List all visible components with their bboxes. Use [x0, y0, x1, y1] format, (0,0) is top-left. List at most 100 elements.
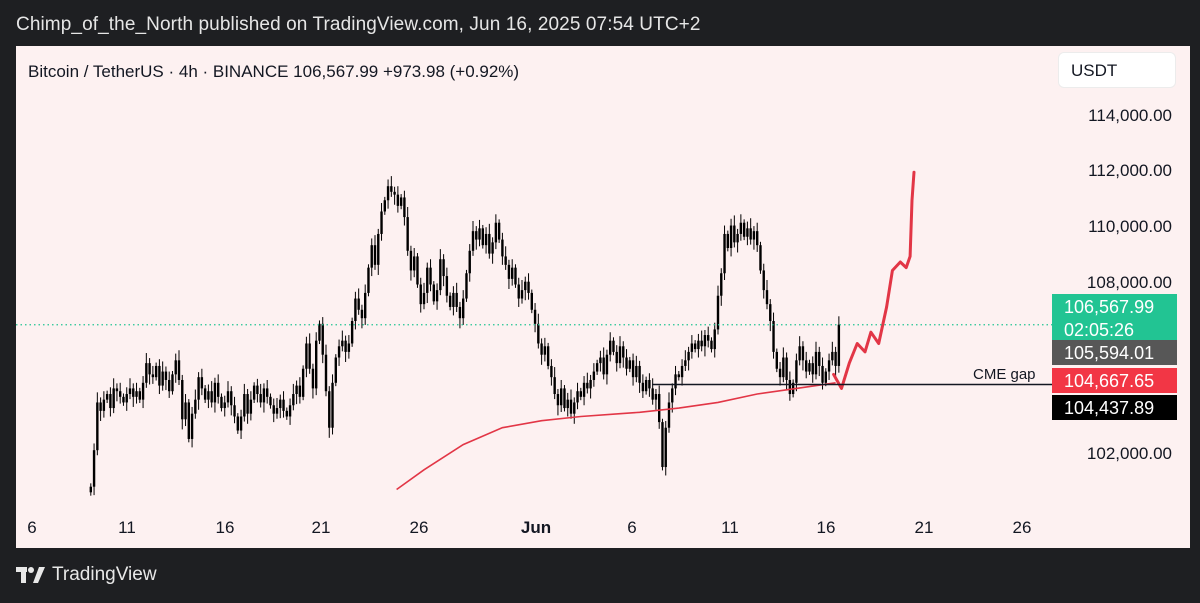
date-tick: 26: [1012, 518, 1032, 537]
candle-body: [543, 346, 547, 355]
price-tick: 114,000.00: [1088, 106, 1172, 125]
candle-body: [560, 388, 563, 406]
candle-body: [360, 309, 364, 319]
candle-body: [171, 374, 174, 392]
candle-body: [226, 391, 230, 403]
candle-body: [259, 394, 262, 403]
candle-body: [517, 284, 520, 299]
candle-body: [145, 363, 148, 383]
candle-body: [158, 365, 161, 386]
candle-body: [328, 391, 331, 428]
candle-body: [448, 295, 452, 307]
candle-body: [390, 186, 393, 192]
candle-body: [403, 197, 406, 218]
chart-panel[interactable]: Bitcoin / TetherUS · 4h · BINANCE 106,56…: [16, 46, 1190, 548]
candle-body: [576, 391, 579, 403]
candle-body: [788, 379, 792, 395]
candle-body: [288, 405, 292, 417]
candle-body: [720, 273, 723, 296]
candle-body: [742, 222, 746, 237]
candle-body: [713, 329, 716, 350]
candle-body: [383, 200, 386, 212]
date-tick: 6: [627, 518, 637, 537]
price-tick: 102,000.00: [1086, 444, 1172, 463]
candle-body: [236, 416, 239, 431]
candle-body: [752, 231, 756, 240]
candle-body: [690, 343, 694, 352]
candle-body: [527, 281, 530, 293]
candle-body: [716, 295, 720, 330]
candle-body: [602, 357, 605, 375]
candle-body: [377, 233, 380, 265]
candle-body: [501, 239, 504, 257]
candle-body: [707, 335, 710, 341]
date-tick: 11: [118, 518, 136, 537]
candle-body: [582, 382, 586, 397]
last-price-value: 106,567.99: [1064, 297, 1155, 317]
candle-body: [442, 259, 445, 277]
price-tag-gray: 105,594.01: [1052, 340, 1177, 365]
candle-body: [697, 340, 700, 350]
candle-body: [413, 256, 416, 271]
candle-body: [220, 396, 223, 409]
candle-body: [837, 324, 841, 366]
candle-body: [194, 399, 197, 414]
candle-body: [92, 450, 96, 487]
candle-body: [315, 340, 318, 389]
candle-body: [729, 225, 733, 248]
candle-body: [279, 399, 282, 409]
candle-body: [475, 231, 478, 240]
date-tick: 21: [311, 518, 331, 537]
tradingview-logo-icon: [16, 567, 45, 583]
candle-body: [520, 290, 524, 299]
candle-body: [386, 186, 390, 201]
candle-body: [644, 379, 648, 392]
candle-body: [654, 394, 658, 400]
candle-body: [364, 292, 367, 319]
candle-body: [667, 402, 671, 428]
candle-body: [266, 388, 269, 397]
candle-body: [246, 394, 249, 414]
candle-body: [762, 270, 765, 291]
currency-button[interactable]: USDT: [1058, 52, 1176, 88]
candle-body: [141, 382, 145, 400]
price-chart[interactable]: [16, 46, 1190, 548]
candle-body: [605, 354, 609, 375]
candle-body: [429, 267, 432, 285]
candle-body: [367, 267, 370, 293]
candle-body: [301, 368, 305, 397]
candle-body: [553, 377, 556, 395]
candle-body: [269, 396, 272, 406]
price-tick: 112,000.00: [1088, 161, 1172, 180]
candle-body: [282, 399, 285, 411]
candle-body: [533, 309, 537, 324]
candle-body: [749, 228, 752, 240]
candle-body: [272, 405, 275, 414]
candle-body: [324, 354, 328, 392]
candle-body: [631, 360, 635, 378]
candle-body: [507, 264, 511, 279]
candle-body: [210, 391, 213, 403]
candle-body: [243, 394, 246, 417]
footer-brand[interactable]: TradingView: [16, 564, 157, 586]
date-tick: 21: [914, 518, 934, 537]
publication-line: Chimp_of_the_North published on TradingV…: [16, 14, 701, 35]
candle-body: [422, 292, 426, 305]
candle-body: [759, 245, 762, 271]
candle-body: [648, 379, 651, 389]
candle-body: [432, 284, 435, 302]
candle-body: [406, 217, 409, 251]
candle-body: [638, 365, 641, 383]
candle-body: [609, 340, 612, 355]
candle-body: [135, 391, 138, 397]
candle-body: [337, 346, 341, 358]
date-tick: 11: [721, 518, 739, 537]
date-tick: 6: [27, 518, 37, 537]
candle-body: [494, 222, 498, 243]
candle-body: [785, 357, 788, 380]
candle-body: [677, 374, 680, 378]
last-price-tag: 106,567.99 02:05:26: [1052, 294, 1177, 340]
candle-body: [426, 267, 429, 293]
candle-body: [217, 382, 220, 397]
candle-body: [119, 391, 122, 397]
